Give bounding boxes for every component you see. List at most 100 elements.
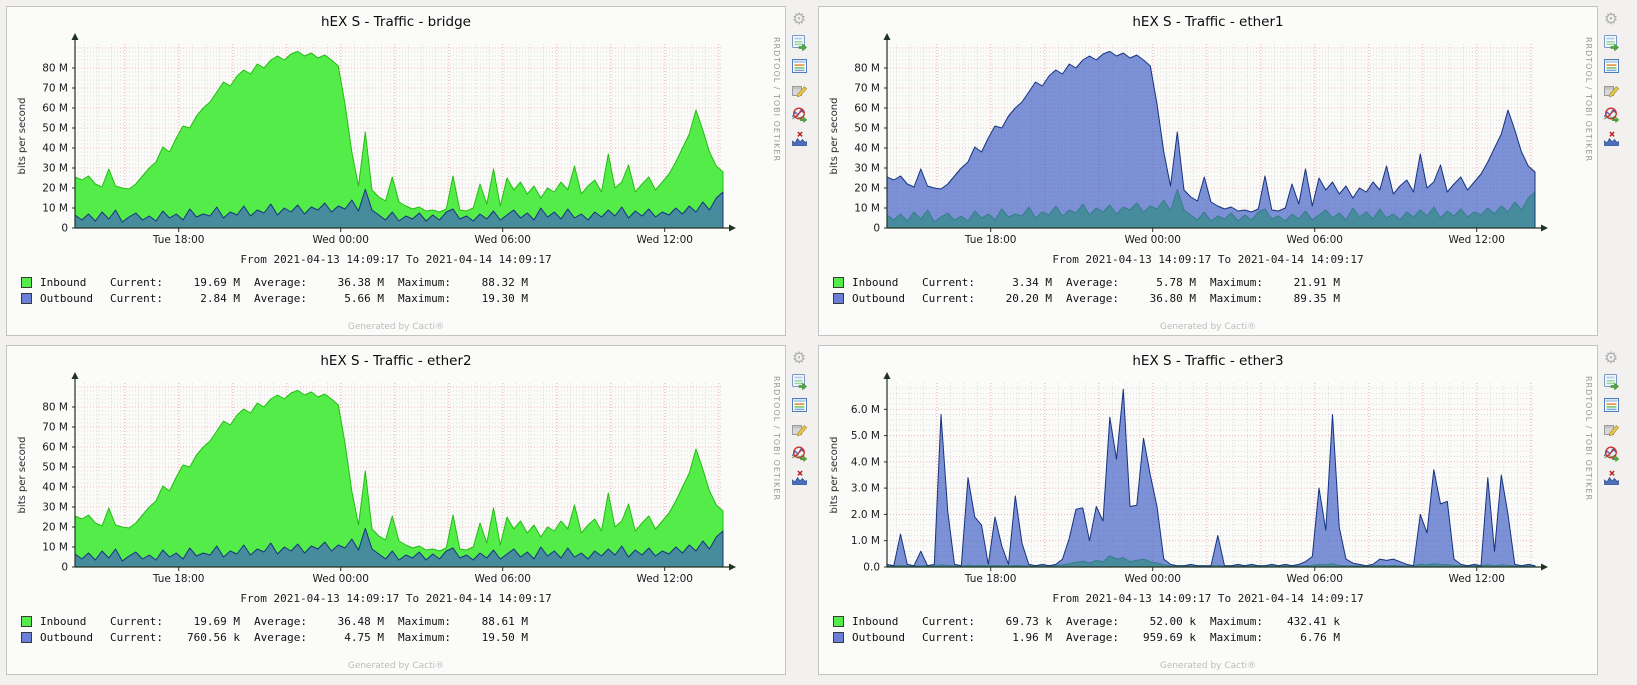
legend-current-value: 1.96 M (1012, 630, 1052, 644)
graph-source-icon[interactable] (791, 58, 808, 75)
svg-text:20 M: 20 M (854, 183, 880, 195)
outbound-swatch (833, 292, 844, 304)
legend-series-name: Inbound (40, 276, 87, 290)
svg-text:Wed 00:00: Wed 00:00 (1124, 573, 1181, 585)
svg-text:Wed 12:00: Wed 12:00 (1448, 234, 1505, 246)
legend-series-name: Inbound (852, 615, 899, 629)
svg-text:bits per second: bits per second (17, 437, 28, 514)
rrdtool-watermark: RRDTOOL / TOBI OETIKER (772, 376, 781, 502)
legend-current-label: Current: (922, 630, 975, 644)
graph-edit-icon[interactable] (791, 82, 808, 99)
svg-text:60 M: 60 M (42, 103, 68, 115)
legend-maximum-value: 19.30 M (481, 291, 528, 305)
svg-text:0: 0 (873, 223, 880, 235)
svg-text:50 M: 50 M (42, 462, 68, 474)
legend-average-value: 959.69 k (1143, 630, 1196, 644)
graph-edit-icon[interactable] (1603, 421, 1620, 438)
csv-export-icon[interactable] (1603, 34, 1620, 52)
legend-average-value: 36.48 M (337, 615, 384, 629)
legend-maximum-label: Maximum: (398, 615, 451, 629)
outbound-swatch (833, 631, 844, 643)
graph-date-range: From 2021-04-13 14:09:17 To 2021-04-14 1… (1052, 253, 1364, 266)
svg-text:4.0 M: 4.0 M (851, 456, 880, 468)
graph-panel-ether2: hEX S - Traffic - ether2 0 10 M 20 M 30 M 40… (6, 345, 786, 675)
graph-debug-icon[interactable] (1603, 106, 1620, 124)
graph-date-range: From 2021-04-13 14:09:17 To 2021-04-14 1… (1052, 592, 1364, 605)
graph-source-icon[interactable] (1603, 397, 1620, 414)
graph-settings-icon[interactable]: ⚙ (1603, 348, 1619, 367)
legend-current-value: 2.84 M (200, 291, 240, 305)
legend-average-label: Average: (1066, 615, 1119, 629)
remove-spikes-icon[interactable] (1603, 469, 1620, 486)
graph-settings-icon[interactable]: ⚙ (791, 9, 807, 28)
inbound-swatch (21, 616, 32, 628)
graph-title: hEX S - Traffic - bridge (321, 14, 471, 30)
svg-text:10 M: 10 M (854, 203, 880, 215)
remove-spikes-icon[interactable] (1603, 130, 1620, 147)
remove-spikes-icon[interactable] (791, 130, 808, 147)
svg-text:40 M: 40 M (854, 143, 880, 155)
graph-cell-ether3: hEX S - Traffic - ether3 0.0 1.0 M 2.0 M 3.… (818, 345, 1624, 675)
legend-maximum-value: 432.41 k (1287, 615, 1340, 629)
svg-text:Wed 00:00: Wed 00:00 (312, 573, 369, 585)
graph-row-2: hEX S - Traffic - ether2 0 10 M 20 M 30 M 40… (0, 336, 1637, 675)
legend-series-name: Outbound (40, 291, 93, 305)
svg-text:40 M: 40 M (42, 143, 68, 155)
legend-average-label: Average: (1066, 276, 1119, 290)
csv-export-icon[interactable] (791, 373, 808, 391)
svg-text:1.0 M: 1.0 M (851, 535, 880, 547)
graph-panel-bridge: hEX S - Traffic - bridge 0 10 M 20 M 30 M 40… (6, 6, 786, 336)
graph-legend: Inbound Current: 19.69 M Average: 36.38 M Max… (21, 275, 785, 306)
graph-legend: Inbound Current: 19.69 M Average: 36.48 M Max… (21, 614, 785, 645)
remove-spikes-icon[interactable] (791, 469, 808, 486)
csv-export-icon[interactable] (1603, 373, 1620, 391)
legend-row: Inbound Current: 19.69 M Average: 36.38 M Max… (21, 275, 785, 291)
graph-debug-icon[interactable] (791, 445, 808, 463)
traffic-chart: 0 10 M 20 M 30 M 40 M 50 M 60 M 70 M 80 M Tue 18:… (17, 33, 736, 246)
svg-text:Wed 06:00: Wed 06:00 (474, 573, 531, 585)
legend-row: Outbound Current: 1.96 M Average: 959.69 k Ma… (833, 630, 1597, 646)
graph-edit-icon[interactable] (1603, 82, 1620, 99)
svg-text:70 M: 70 M (42, 422, 68, 434)
svg-text:70 M: 70 M (854, 83, 880, 95)
graph-debug-icon[interactable] (791, 106, 808, 124)
legend-current-label: Current: (922, 615, 975, 629)
svg-text:Wed 06:00: Wed 06:00 (474, 234, 531, 246)
inbound-swatch (833, 277, 844, 289)
csv-export-icon[interactable] (791, 34, 808, 52)
graph-panel-ether1: hEX S - Traffic - ether1 0 10 M 20 M 30 M 40… (818, 6, 1598, 336)
svg-text:3.0 M: 3.0 M (851, 483, 880, 495)
graph-source-icon[interactable] (791, 397, 808, 414)
svg-text:6.0 M: 6.0 M (851, 404, 880, 416)
svg-text:40 M: 40 M (42, 482, 68, 494)
legend-maximum-label: Maximum: (1210, 630, 1263, 644)
svg-text:0: 0 (61, 223, 68, 235)
graph-settings-icon[interactable]: ⚙ (791, 348, 807, 367)
legend-average-value: 52.00 k (1149, 615, 1196, 629)
svg-text:2.0 M: 2.0 M (851, 509, 880, 521)
legend-current-label: Current: (110, 615, 163, 629)
legend-maximum-value: 88.32 M (481, 276, 528, 290)
svg-text:Wed 12:00: Wed 12:00 (1448, 573, 1505, 585)
graph-source-icon[interactable] (1603, 58, 1620, 75)
graph-actions: ⚙ (1598, 6, 1624, 147)
graph-settings-icon[interactable]: ⚙ (1603, 9, 1619, 28)
svg-text:30 M: 30 M (854, 163, 880, 175)
graph-cell-ether2: hEX S - Traffic - ether2 0 10 M 20 M 30 M 40… (6, 345, 812, 675)
legend-maximum-value: 6.76 M (1300, 630, 1340, 644)
svg-text:70 M: 70 M (42, 83, 68, 95)
svg-text:5.0 M: 5.0 M (851, 430, 880, 442)
graph-row-1: hEX S - Traffic - bridge 0 10 M 20 M 30 M 40… (0, 0, 1637, 336)
svg-text:Wed 06:00: Wed 06:00 (1286, 234, 1343, 246)
legend-row: Inbound Current: 19.69 M Average: 36.48 M Max… (21, 614, 785, 630)
graph-debug-icon[interactable] (1603, 445, 1620, 463)
legend-average-label: Average: (254, 291, 307, 305)
graph-legend: Inbound Current: 3.34 M Average: 5.78 M Maxim… (833, 275, 1597, 306)
outbound-swatch (21, 631, 32, 643)
legend-current-label: Current: (110, 291, 163, 305)
traffic-chart: 0 10 M 20 M 30 M 40 M 50 M 60 M 70 M 80 M Tue 18:… (829, 33, 1548, 246)
legend-current-label: Current: (922, 276, 975, 290)
graph-edit-icon[interactable] (791, 421, 808, 438)
svg-text:30 M: 30 M (42, 502, 68, 514)
legend-maximum-label: Maximum: (1210, 291, 1263, 305)
